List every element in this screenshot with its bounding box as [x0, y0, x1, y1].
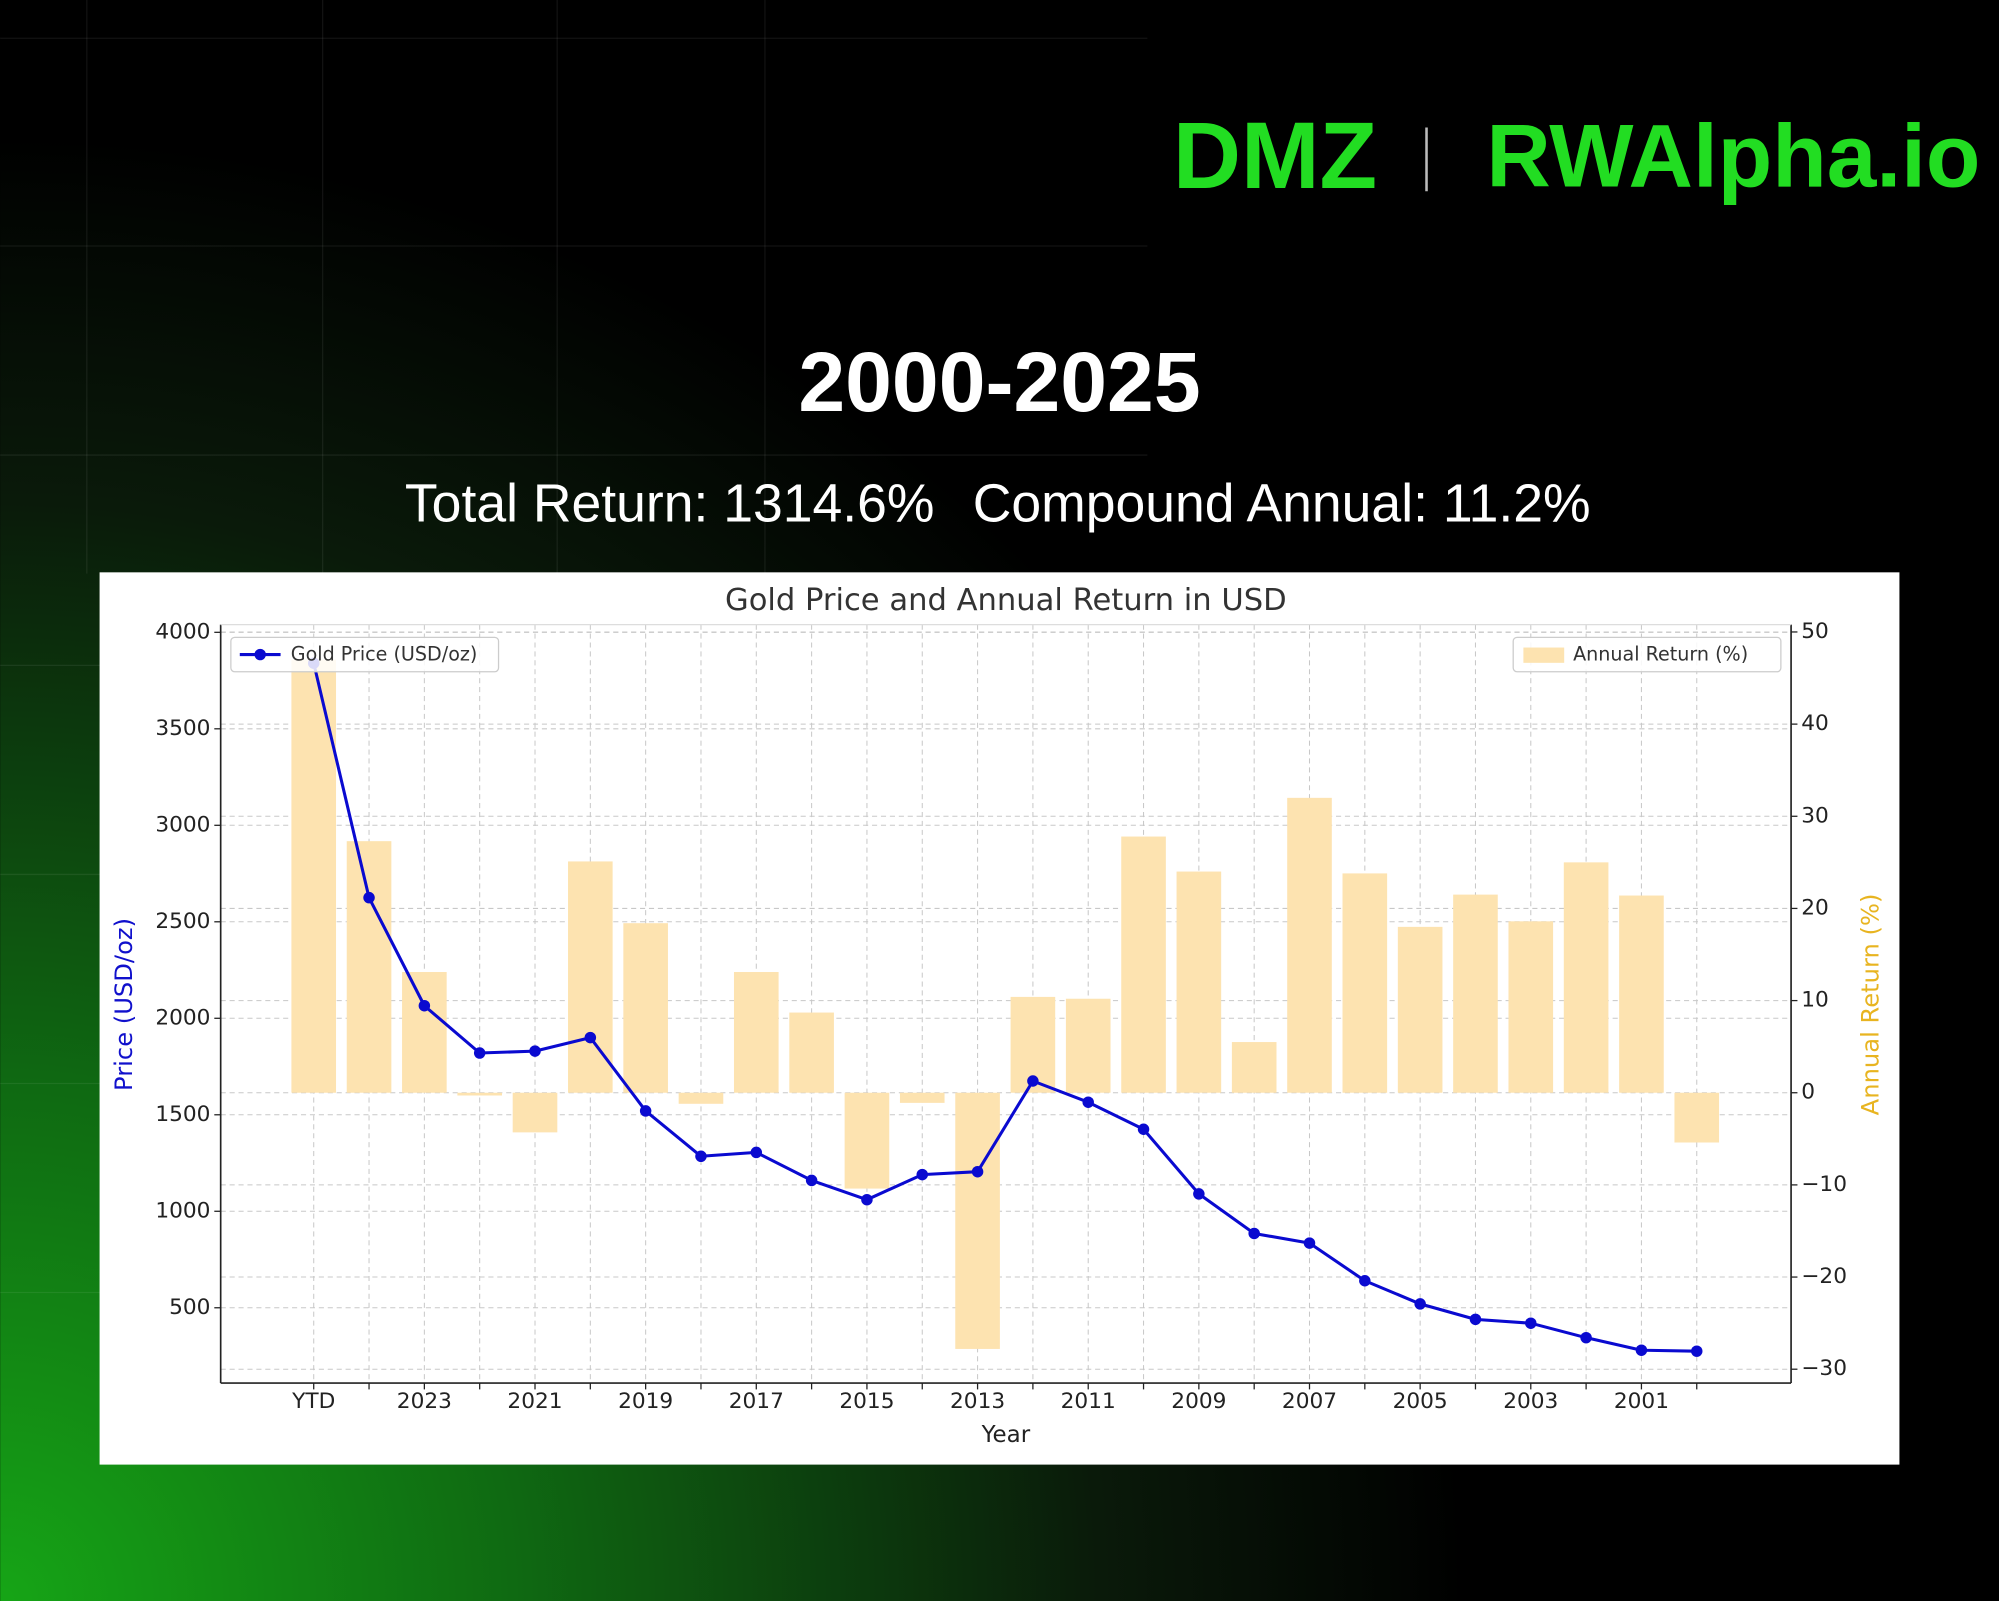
- x-tick-label: 2011: [1061, 1389, 1116, 1414]
- page-title: 2000-2025: [798, 335, 1200, 429]
- y-tick-label: 2000: [155, 1005, 210, 1030]
- plot: 5001000150020002500300035004000−30−20−10…: [155, 619, 1847, 1414]
- price-point: [916, 1168, 928, 1181]
- y-tick-label: 3000: [155, 812, 210, 837]
- price-point: [695, 1150, 707, 1163]
- bar: [844, 1092, 890, 1189]
- x-tick-label: 2023: [397, 1389, 452, 1414]
- logo: RWAlpha.io: [1486, 106, 1980, 206]
- bar: [1397, 926, 1443, 1093]
- y2-tick-label: 10: [1801, 988, 1829, 1013]
- bar: [955, 1092, 1000, 1349]
- y-tick-label: 1000: [155, 1198, 210, 1223]
- y-tick-label: 500: [169, 1295, 210, 1320]
- price-point: [805, 1174, 818, 1187]
- x-tick-label: 2003: [1503, 1389, 1558, 1414]
- bar: [733, 972, 779, 1093]
- x-tick-label: 2021: [507, 1389, 562, 1414]
- price-point: [1580, 1331, 1592, 1344]
- legend-box: [230, 636, 500, 673]
- bar: [899, 1092, 945, 1103]
- y2-tick-label: −30: [1801, 1356, 1847, 1381]
- y-tick-label: 2500: [155, 909, 210, 934]
- legend-box: [1512, 636, 1782, 673]
- price-point: [1027, 1075, 1039, 1087]
- x-tick-label: 2017: [729, 1389, 784, 1414]
- x-tick-label: 2007: [1282, 1389, 1337, 1414]
- price-line: [312, 662, 1697, 1353]
- bar: [1342, 873, 1388, 1093]
- bar: [1065, 998, 1111, 1093]
- y-tick-label: 3500: [155, 716, 210, 741]
- bar: [1563, 862, 1609, 1093]
- bar: [1508, 921, 1554, 1093]
- price-point: [639, 1105, 652, 1117]
- x-tick-label: 2019: [618, 1389, 673, 1414]
- bar: [1231, 1042, 1277, 1093]
- background-grid: [0, 0, 1148, 1294]
- bar: [568, 861, 613, 1093]
- price-point: [1359, 1275, 1371, 1287]
- bar: [512, 1092, 558, 1133]
- price-point: [1469, 1313, 1482, 1326]
- price-point: [971, 1165, 984, 1178]
- y2-tick-label: 50: [1801, 619, 1829, 644]
- compound-annual: Compound Annual: 11.2%: [973, 474, 1591, 533]
- y-axis-label: Price (USD/oz): [110, 918, 138, 1091]
- bar: [789, 1012, 834, 1093]
- price-point: [1525, 1317, 1537, 1329]
- price-point: [418, 1000, 431, 1012]
- bar: [1453, 894, 1498, 1093]
- total-return: Total Return: 1314.6%: [405, 474, 935, 533]
- y2-tick-label: 30: [1801, 803, 1829, 828]
- y2-tick-label: 40: [1801, 711, 1829, 736]
- y2-tick-label: −10: [1801, 1172, 1847, 1197]
- logo: DMZ: [1173, 103, 1377, 208]
- bar: [623, 923, 668, 1093]
- bar: [457, 1092, 502, 1096]
- x-tick-label: 2009: [1171, 1389, 1226, 1414]
- bar: [1674, 1092, 1720, 1143]
- bar: [346, 841, 392, 1093]
- x-tick-label: 2015: [839, 1389, 894, 1414]
- x-tick-label: YTD: [291, 1389, 335, 1414]
- price-point: [750, 1146, 763, 1159]
- legend-swatch: [254, 648, 266, 661]
- price-point: [363, 891, 375, 904]
- x-tick-label: 2005: [1393, 1389, 1448, 1414]
- price-point: [1635, 1344, 1648, 1356]
- bar: [1287, 797, 1332, 1093]
- price-point: [1137, 1123, 1150, 1135]
- bar: [1619, 895, 1664, 1093]
- y-tick-label: 4000: [155, 619, 210, 644]
- y2-axis-label: Annual Return (%): [1856, 894, 1884, 1116]
- price-point: [861, 1193, 873, 1206]
- y-tick-label: 1500: [155, 1102, 210, 1127]
- price-point: [1303, 1237, 1316, 1249]
- x-tick-label: 2001: [1614, 1389, 1669, 1414]
- legend-swatch: [1523, 647, 1565, 663]
- y2-tick-label: 20: [1801, 895, 1829, 920]
- bar: [402, 972, 447, 1093]
- x-tick-label: 2013: [950, 1389, 1005, 1414]
- legend-label: Gold Price (USD/oz): [291, 643, 478, 666]
- x-axis-label: Year: [981, 1422, 1031, 1448]
- y2-tick-label: 0: [1801, 1080, 1815, 1105]
- price-point: [1691, 1345, 1703, 1357]
- price-point: [1082, 1096, 1094, 1108]
- bar: [678, 1092, 724, 1104]
- bar: [1176, 871, 1222, 1093]
- legend-label: Annual Return (%): [1573, 643, 1748, 666]
- price-point: [473, 1047, 486, 1059]
- y2-tick-label: −20: [1801, 1264, 1847, 1289]
- price-point: [1414, 1298, 1426, 1310]
- price-point: [529, 1045, 541, 1057]
- price-point: [1248, 1227, 1260, 1240]
- bar: [1121, 836, 1166, 1093]
- price-point: [1193, 1188, 1205, 1200]
- chart-title: Gold Price and Annual Return in USD: [725, 583, 1287, 618]
- price-point: [584, 1031, 597, 1044]
